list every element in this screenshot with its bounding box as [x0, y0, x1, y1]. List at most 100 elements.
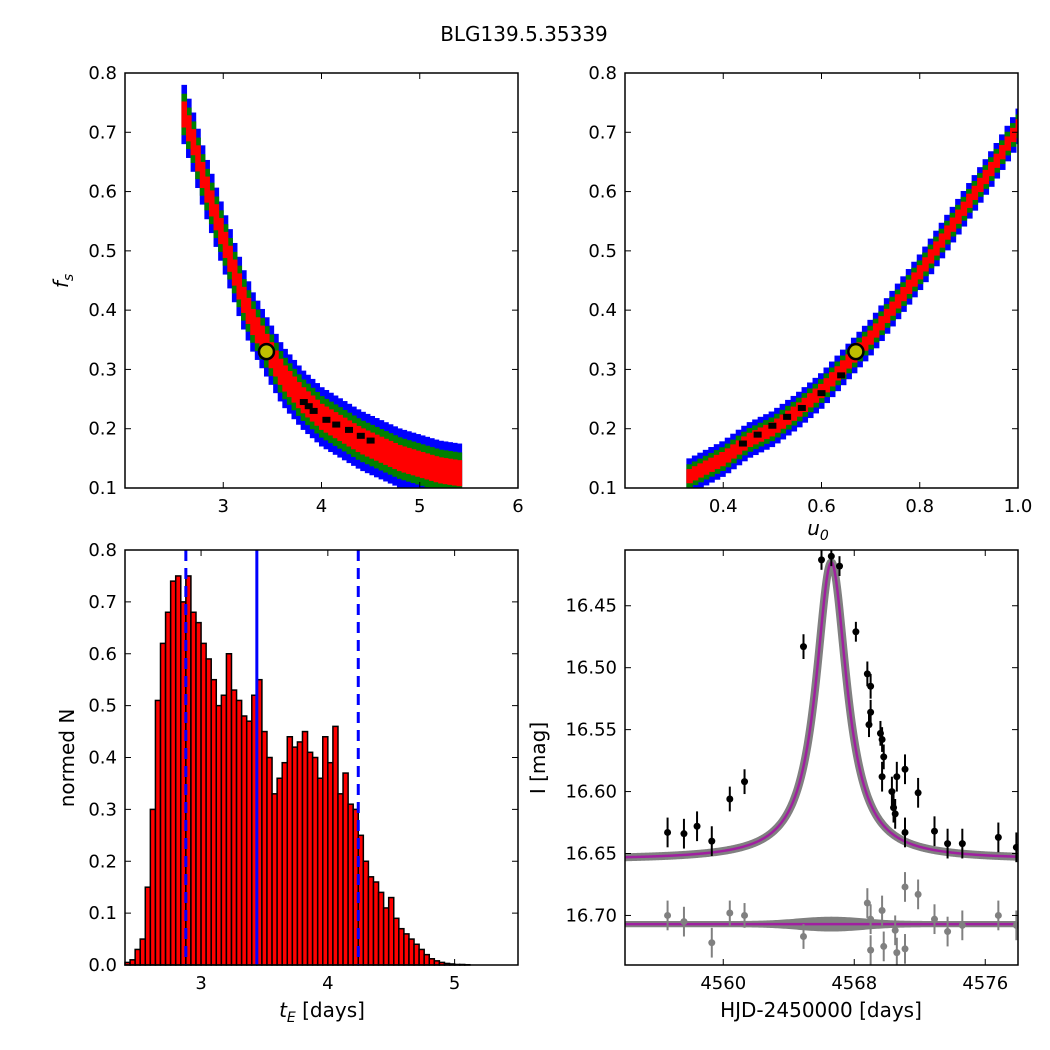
p2-ytick-label: 0.7: [588, 122, 617, 143]
p1-xtick-label: 5: [414, 496, 425, 517]
residual-point: [958, 921, 966, 929]
p1-cell-red: [296, 382, 302, 409]
p4-ytick-label: 16.50: [565, 658, 617, 679]
p1-cell-red: [429, 454, 435, 481]
panel-fs-vs-tE: 3 4 5 6 0.1 0.2 0.3 0.4 0.5 0.6 0.7 0.8 fs: [49, 63, 524, 517]
histogram-bar: [225, 653, 233, 966]
p1-xtick-label: 6: [512, 496, 523, 517]
data-point: [878, 736, 886, 744]
p2-ytick-label: 0.2: [588, 419, 617, 440]
p1-cell-red: [204, 176, 210, 203]
p1-ylabel-sub: s: [61, 274, 77, 281]
p1-cell-black: [345, 426, 354, 433]
p2-cell-red: [916, 265, 924, 280]
p2-cell-black: [753, 431, 762, 438]
data-point: [863, 670, 871, 678]
p3-ytick-label: 0.5: [88, 696, 117, 717]
p2-xtick-label: 0.8: [905, 496, 934, 517]
p1-cell-red: [222, 231, 229, 258]
p2-cell-red: [839, 360, 847, 375]
p2-cell-black: [817, 390, 826, 397]
histogram-bar: [190, 611, 197, 966]
p4-xtick-label: 4568: [831, 973, 877, 994]
p2-cell-red: [779, 414, 787, 429]
p2-cell-red: [719, 452, 726, 467]
p4-frame: [624, 549, 1019, 966]
residual-point: [880, 942, 888, 950]
p1-cell-red: [319, 403, 325, 430]
p2-cell-red: [724, 448, 732, 463]
data-point: [994, 833, 1002, 841]
p2-cell-red: [933, 241, 940, 256]
histogram-bar: [316, 777, 324, 966]
p3-ytick-label: 0.2: [88, 851, 117, 872]
residual-point: [893, 949, 901, 957]
p1-cell-red: [241, 286, 247, 313]
p1-cell-red: [451, 459, 458, 486]
p2-ytick-label: 0.8: [588, 63, 617, 84]
histogram-bar: [164, 611, 172, 966]
histogram-bar: [352, 808, 360, 966]
p1-ytick-label: 0.6: [88, 182, 117, 203]
p2-cell-red: [878, 316, 885, 331]
p2-best-fit-marker: [847, 342, 865, 361]
residual-point: [930, 915, 938, 923]
p2-cell-red: [988, 161, 995, 177]
p1-cell-red: [374, 434, 380, 461]
residual-point: [680, 918, 688, 926]
histogram-bar: [342, 772, 349, 966]
p1-cell-red: [337, 414, 343, 441]
p1-ylabel-main: f: [49, 278, 73, 288]
data-point: [1012, 843, 1018, 851]
p1-cell-red: [199, 161, 206, 189]
p2-ytick-label: 0.5: [588, 241, 617, 262]
p1-cell-red: [231, 259, 238, 286]
p1-cell-red: [406, 447, 412, 474]
histogram-bar: [296, 741, 304, 966]
histogram-bar: [240, 715, 248, 966]
data-point: [726, 795, 734, 803]
histogram-bar: [387, 896, 395, 966]
histogram-bar: [154, 699, 162, 966]
p3-xlabel: tE [days]: [279, 998, 365, 1026]
p4-ytick-label: 16.45: [565, 596, 617, 617]
p2-cell-red: [845, 354, 852, 369]
p2-cell-red: [801, 397, 809, 413]
data-point: [878, 773, 886, 781]
p2-cell-red: [922, 257, 929, 272]
histogram-bar: [377, 891, 385, 966]
p1-cell-red: [387, 440, 394, 467]
residual-point: [726, 909, 734, 917]
p1-cell-red: [186, 115, 192, 142]
histogram-bar: [382, 907, 390, 966]
histogram-bar: [281, 761, 289, 966]
p1-cell-red: [208, 190, 215, 217]
histogram-bar: [398, 927, 405, 966]
p1-cell-red: [181, 101, 188, 128]
p2-cell-black: [837, 372, 846, 379]
p4-ytick-label: 16.60: [565, 782, 617, 803]
histogram-bar: [144, 886, 152, 966]
histogram-bar: [276, 777, 283, 966]
p1-ytick-label: 0.5: [88, 241, 117, 262]
histogram-bar: [337, 793, 344, 966]
residual-point: [891, 926, 899, 934]
p1-best-fit-marker: [257, 342, 276, 361]
p2-cell-red: [823, 378, 830, 393]
p3-plot-area: [124, 550, 471, 966]
p2-cell-red: [686, 469, 693, 484]
histogram-bar: [245, 720, 253, 966]
p1-cell-red: [410, 449, 417, 476]
data-point: [664, 828, 672, 836]
p2-cell-red: [702, 460, 710, 475]
histogram-bar: [205, 658, 212, 966]
p1-cell-black: [332, 421, 341, 428]
p2-cell-red: [944, 225, 951, 240]
p1-cell-red: [447, 458, 453, 485]
p1-cell-red: [355, 425, 362, 453]
p2-xlabel-sub: 0: [820, 528, 829, 544]
p2-cell-red: [900, 286, 907, 302]
data-point: [891, 810, 899, 818]
p2-cell-red: [999, 145, 1006, 160]
p3-xlabel-main: t: [279, 998, 288, 1022]
